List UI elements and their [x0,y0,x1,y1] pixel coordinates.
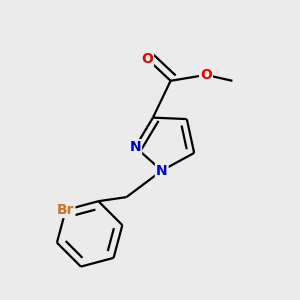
Text: O: O [141,52,153,66]
Text: N: N [156,164,168,178]
Text: N: N [130,140,141,154]
Text: Br: Br [57,203,74,217]
Text: O: O [200,68,212,82]
